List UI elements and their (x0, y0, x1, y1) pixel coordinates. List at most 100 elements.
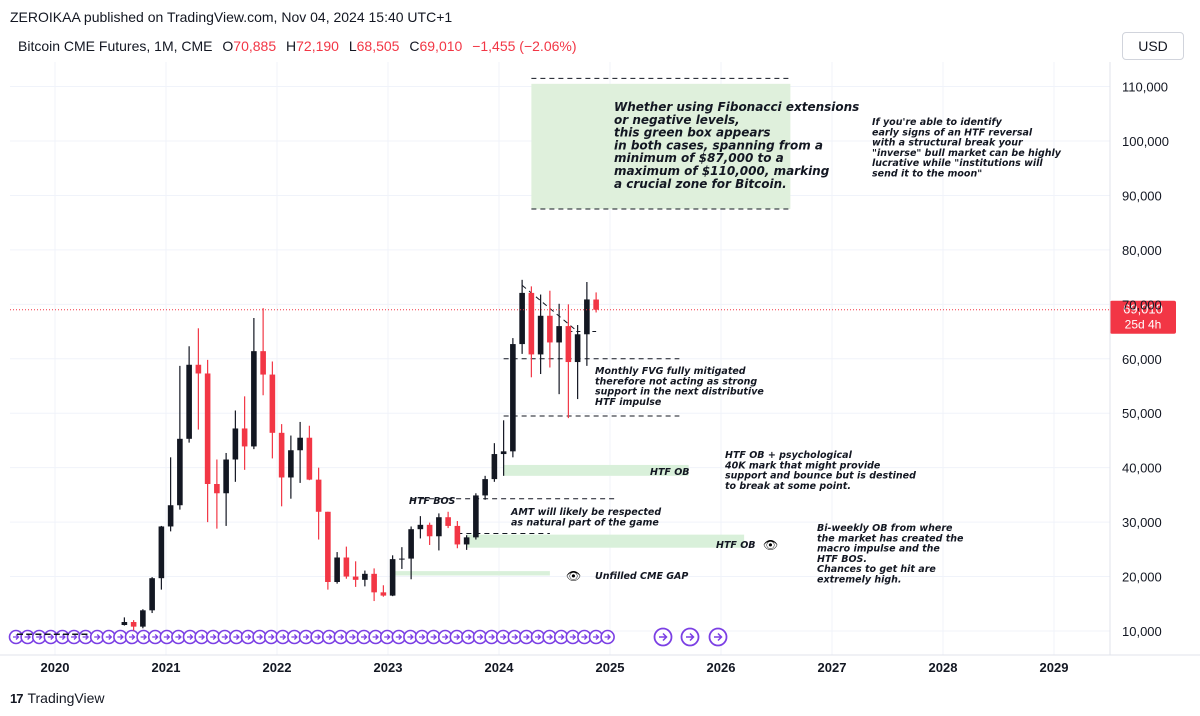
time-tick-label: 2029 (1040, 660, 1069, 675)
time-tick-label: 2020 (41, 660, 70, 675)
candle-body (556, 326, 562, 343)
candle-body (158, 526, 165, 579)
candle (491, 443, 498, 482)
candle-body (537, 315, 544, 355)
candle (251, 317, 257, 450)
candle (158, 525, 165, 590)
footer-brand: TradingView (27, 690, 105, 706)
candle-body (251, 351, 257, 447)
change-value: −1,455 (−2.06%) (472, 38, 577, 54)
arrow-right-icon (221, 634, 229, 640)
arrow-right-icon (94, 634, 101, 640)
candle (334, 552, 340, 584)
candle (574, 325, 581, 400)
candle (362, 570, 368, 587)
arrow-right-icon (210, 634, 217, 640)
candle (417, 516, 424, 539)
amt-text: as natural part of the game (511, 517, 659, 528)
zones (392, 83, 791, 576)
time-tick-label: 2021 (152, 660, 181, 675)
candle (556, 303, 562, 395)
candle (140, 609, 146, 629)
price-tick-label: 20,000 (1122, 570, 1162, 585)
time-tick-label: 2027 (818, 660, 847, 675)
candle (352, 561, 359, 587)
low-value: 68,505 (356, 38, 400, 54)
arrow-right-icon (395, 634, 403, 640)
time-tick-label: 2025 (596, 660, 625, 675)
arrow-right-icon (279, 634, 287, 640)
candle-body (547, 315, 553, 343)
candle (537, 294, 544, 375)
arrow-right-icon (546, 634, 554, 640)
close-value: 69,010 (419, 38, 463, 54)
candle-body (214, 484, 220, 494)
ob-zone-1 (503, 464, 689, 476)
htf-ob-text: 40K mark that might provide (724, 460, 881, 471)
reversal-text: If you're able to identify (872, 117, 1003, 128)
candle (121, 617, 128, 626)
arrow-right-icon (326, 634, 333, 640)
candle (380, 585, 387, 597)
biweekly-ob-text: the market has created the (817, 533, 964, 544)
symbol-legend: Bitcoin CME Futures, 1M, CME O70,885 H72… (18, 38, 577, 54)
htf-ob-text: to break at some point. (725, 481, 851, 492)
candle (177, 365, 183, 510)
candle (241, 396, 248, 470)
candle (547, 290, 553, 368)
footer: 17 TradingView (10, 690, 105, 706)
time-axis[interactable]: 2020 2021 2022 2023 2024 2025 2026 2027 2028 2029 (0, 654, 1200, 675)
arrow-right-icon (105, 634, 113, 640)
green-box-text: or negative levels, (614, 113, 740, 127)
candle-body (473, 495, 479, 538)
currency-button[interactable]: USD (1122, 32, 1184, 60)
candle (500, 420, 507, 476)
arrow-right-icon (59, 634, 66, 640)
candle-body (417, 524, 424, 530)
candle (195, 328, 202, 430)
target-zone-box (531, 83, 791, 210)
symbol-name[interactable]: Bitcoin CME Futures, 1M, CME (18, 38, 213, 54)
arrow-right-icon (558, 634, 565, 640)
candle-body (574, 334, 581, 363)
candle-body (297, 437, 303, 451)
arrow-right-icon (361, 634, 368, 640)
candle-body (223, 459, 229, 494)
candle (315, 467, 322, 540)
candle (288, 435, 294, 499)
candle-body (380, 592, 387, 596)
candle-body (371, 573, 377, 593)
candle-body (334, 557, 340, 582)
candle-body (436, 517, 442, 537)
arrow-right-icon (268, 634, 275, 640)
candle-body (500, 451, 507, 455)
price-tick-label: 50,000 (1122, 406, 1162, 421)
candle-body (260, 351, 266, 375)
candle-body (288, 450, 294, 478)
amt-text: AMT will likely be respected (510, 507, 661, 518)
candle-body (149, 578, 155, 611)
time-tick-label: 2023 (374, 660, 403, 675)
arrow-right-icon (477, 634, 484, 640)
arrow-right-icon (488, 634, 496, 640)
candle-body (315, 479, 322, 512)
green-box-text: a crucial zone for Bitcoin. (614, 177, 787, 191)
arrow-right-icon (686, 632, 695, 642)
fvg-text: support in the next distributive (595, 387, 764, 398)
candle (167, 457, 174, 532)
candle (519, 279, 525, 354)
arrow-right-icon (523, 634, 530, 640)
candle (260, 308, 266, 396)
open-value: 70,885 (233, 38, 277, 54)
candle (269, 361, 276, 459)
arrow-right-icon (71, 634, 78, 640)
candle-body (195, 364, 202, 374)
candle-body (584, 299, 590, 335)
price-axis[interactable]: 10,000 20,000 30,000 40,000 50,000 60,000 70,0… (1109, 62, 1169, 655)
green-box-text: Whether using Fibonacci extensions (614, 100, 859, 114)
last-price-badge (1110, 300, 1176, 334)
candle (408, 526, 414, 580)
candle-body (278, 432, 285, 478)
